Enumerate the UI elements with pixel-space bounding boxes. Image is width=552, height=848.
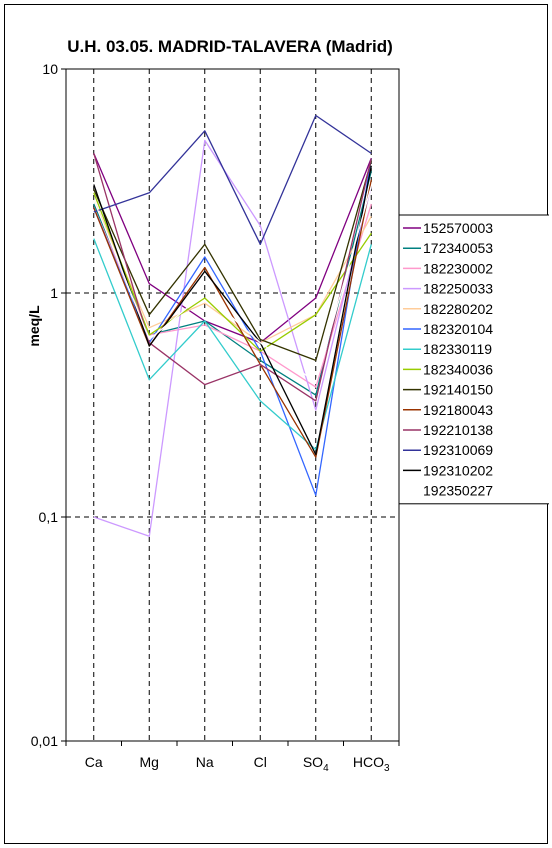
plot-area: 10 1 0,1 0,01 Ca Mg Na Cl SO4 HCO3 [31, 61, 400, 774]
series-line-192350227 [93, 185, 372, 383]
x-tick-label: Mg [140, 754, 159, 770]
legend-entry-label: 182320104 [423, 321, 493, 337]
series-line-192210138 [93, 153, 372, 402]
series-line-192180043 [93, 179, 372, 458]
series-line-182320104 [93, 157, 372, 496]
chart-frame: U.H. 03.05. MADRID-TALAVERA (Madrid) meq… [4, 4, 549, 844]
legend-entry-label: 192140150 [423, 382, 493, 398]
x-tick-label-main: SO [303, 754, 323, 770]
legend-entry-label: 192210138 [423, 422, 493, 438]
legend-entry-label: 172340053 [423, 240, 493, 256]
series-line-192140150 [93, 160, 372, 362]
legend-box [398, 214, 549, 505]
y-tick-label: 10 [42, 61, 58, 77]
legend-entry-label: 182230002 [423, 260, 493, 276]
series-line-192310069 [93, 114, 372, 245]
series-line-182340036 [93, 192, 372, 352]
legend-entry-label: 182340036 [423, 361, 493, 377]
legend-entry-label: 192310069 [423, 442, 493, 458]
legend-entry-label: 182330119 [423, 341, 492, 357]
x-tick-label: Cl [254, 754, 267, 770]
chart-svg: U.H. 03.05. MADRID-TALAVERA (Madrid) meq… [26, 37, 549, 774]
legend-entry-label: 192310202 [423, 462, 493, 478]
legend-entry-label: 192180043 [423, 402, 493, 418]
y-axis-label: meq/L [26, 305, 42, 347]
chart-title: U.H. 03.05. MADRID-TALAVERA (Madrid) [67, 37, 393, 56]
y-tick-label: 0,01 [31, 733, 58, 749]
series-line-192310202 [93, 165, 372, 456]
series-line-182330119 [93, 238, 372, 451]
x-tick-label-main: Na [196, 754, 214, 770]
x-tick-label-main: HCO [353, 754, 384, 770]
x-tick-label: Ca [85, 754, 103, 770]
x-tick-label-main: Mg [140, 754, 159, 770]
plot-border [65, 68, 400, 742]
series-line-182280202 [93, 199, 372, 344]
x-tick-label-subscript: 4 [323, 763, 329, 774]
x-tick-label-main: Ca [85, 754, 103, 770]
x-tick-label-subscript: 3 [384, 763, 390, 774]
x-tick-label: Na [196, 754, 214, 770]
y-tick-label: 0,1 [39, 509, 59, 525]
legend-entry-label: 182280202 [423, 301, 493, 317]
legend-entry-label: 152570003 [423, 220, 493, 236]
legend: 152570003 172340053 182230002 182250033 1822… [398, 214, 549, 505]
series-line-182230002 [93, 203, 372, 388]
legend-entry-label: 182250033 [423, 281, 493, 297]
legend-entry-label: 192350227 [423, 483, 493, 499]
series-line-152570003 [93, 153, 372, 344]
x-tick-label: HCO3 [353, 754, 390, 774]
x-tick-label: SO4 [303, 754, 329, 774]
y-tick-label: 1 [50, 285, 58, 301]
series-line-182250033 [93, 139, 372, 537]
x-tick-label-main: Cl [254, 754, 267, 770]
